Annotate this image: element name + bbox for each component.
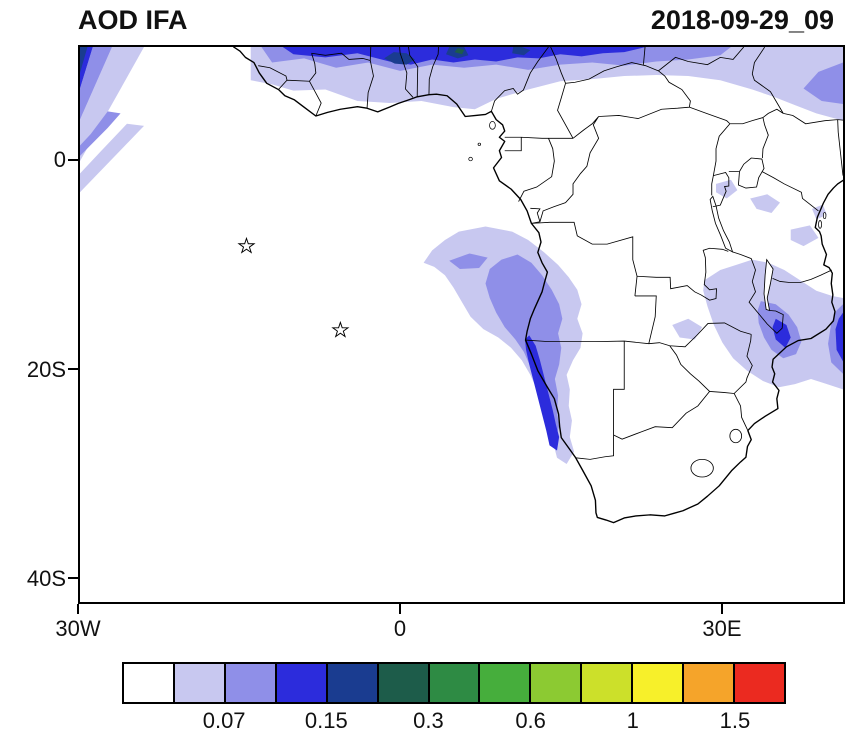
y-tick-label-20s: 20S <box>26 357 66 382</box>
aod-contour-fill <box>80 111 121 156</box>
aod-contour-fill <box>80 47 145 162</box>
colorbar-cell-11 <box>631 664 683 702</box>
island-star-markers <box>237 236 350 338</box>
colorbar-cell-10 <box>580 664 632 702</box>
principe-island <box>477 142 481 146</box>
x-tick-label-0: 0 <box>393 616 407 641</box>
sao-tome-island <box>468 156 473 162</box>
aod-contour-fill <box>524 335 560 451</box>
aod-contour-fill <box>672 318 703 340</box>
map-frame <box>78 45 845 604</box>
page-title: AOD IFA <box>78 5 188 35</box>
aod-contour-fill <box>449 253 488 269</box>
aod-contour-fill <box>80 123 145 193</box>
timestamp: 2018-09-29_09 <box>650 5 834 35</box>
x-tick-label-30w: 30W <box>55 616 101 641</box>
x-tick-mark <box>399 604 401 614</box>
country-borders <box>258 47 843 478</box>
star-marker-east <box>331 320 350 338</box>
colorbar-cell-5 <box>325 664 377 702</box>
zanzibar-island <box>818 220 822 229</box>
colorbar-cell-4 <box>274 664 326 702</box>
colorbar-cell-13 <box>733 664 784 702</box>
colorbar-cell-2 <box>172 664 224 702</box>
aod-contour-fill <box>80 47 113 120</box>
colorbar-cell-6 <box>376 664 428 702</box>
aod-contour-fill <box>384 52 416 65</box>
pemba-island <box>822 212 827 220</box>
colorbar <box>122 662 786 704</box>
colorbar-label: 0.6 <box>515 708 546 733</box>
aod-fill-layer <box>80 47 843 465</box>
lakes <box>709 157 774 312</box>
x-tick-mark <box>721 604 723 614</box>
colorbar-label: 0.15 <box>304 708 348 733</box>
colorbar-cell-3 <box>223 664 275 702</box>
aod-contour-fill <box>716 179 738 199</box>
aod-contour-fill <box>80 47 88 73</box>
y-tick-mark <box>68 159 78 161</box>
y-tick-mark <box>68 577 78 579</box>
colorbar-cell-9 <box>529 664 581 702</box>
colorbar-label: 0.3 <box>413 708 444 733</box>
aod-contour-fill <box>750 194 781 213</box>
colorbar-cell-12 <box>682 664 734 702</box>
x-tick-label-30e: 30E <box>702 616 742 641</box>
colorbar-labels: 0.07 0.15 0.3 0.6 1 1.5 <box>122 708 786 736</box>
aod-contour-fill <box>512 47 531 56</box>
lesotho-border <box>690 458 714 478</box>
colorbar-label: 1 <box>626 708 639 733</box>
aod-contour-fill <box>790 225 819 247</box>
colorbar-cell-7 <box>427 664 479 702</box>
aod-contour-fill <box>454 48 465 55</box>
aod-contour-fill <box>835 312 843 362</box>
colorbar-cell-8 <box>478 664 530 702</box>
coastline <box>232 47 843 524</box>
lake-tanganyika <box>709 195 734 253</box>
colorbar-label: 0.07 <box>202 708 246 733</box>
star-marker-west <box>237 236 256 254</box>
eswatini-border <box>729 428 743 444</box>
bioko-island <box>489 121 496 130</box>
y-tick-label-40s: 40S <box>26 566 66 591</box>
colorbar-label: 1.5 <box>719 708 751 733</box>
aod-contour-fill <box>772 318 791 348</box>
lake-victoria <box>737 157 765 189</box>
y-tick-mark <box>68 368 78 370</box>
colorbar-cell-1 <box>124 664 173 702</box>
islands <box>468 121 827 229</box>
y-tick-label-0: 0 <box>53 147 66 172</box>
map-svg <box>80 47 843 524</box>
aod-contour-fill <box>803 62 843 105</box>
x-tick-mark <box>77 604 79 614</box>
